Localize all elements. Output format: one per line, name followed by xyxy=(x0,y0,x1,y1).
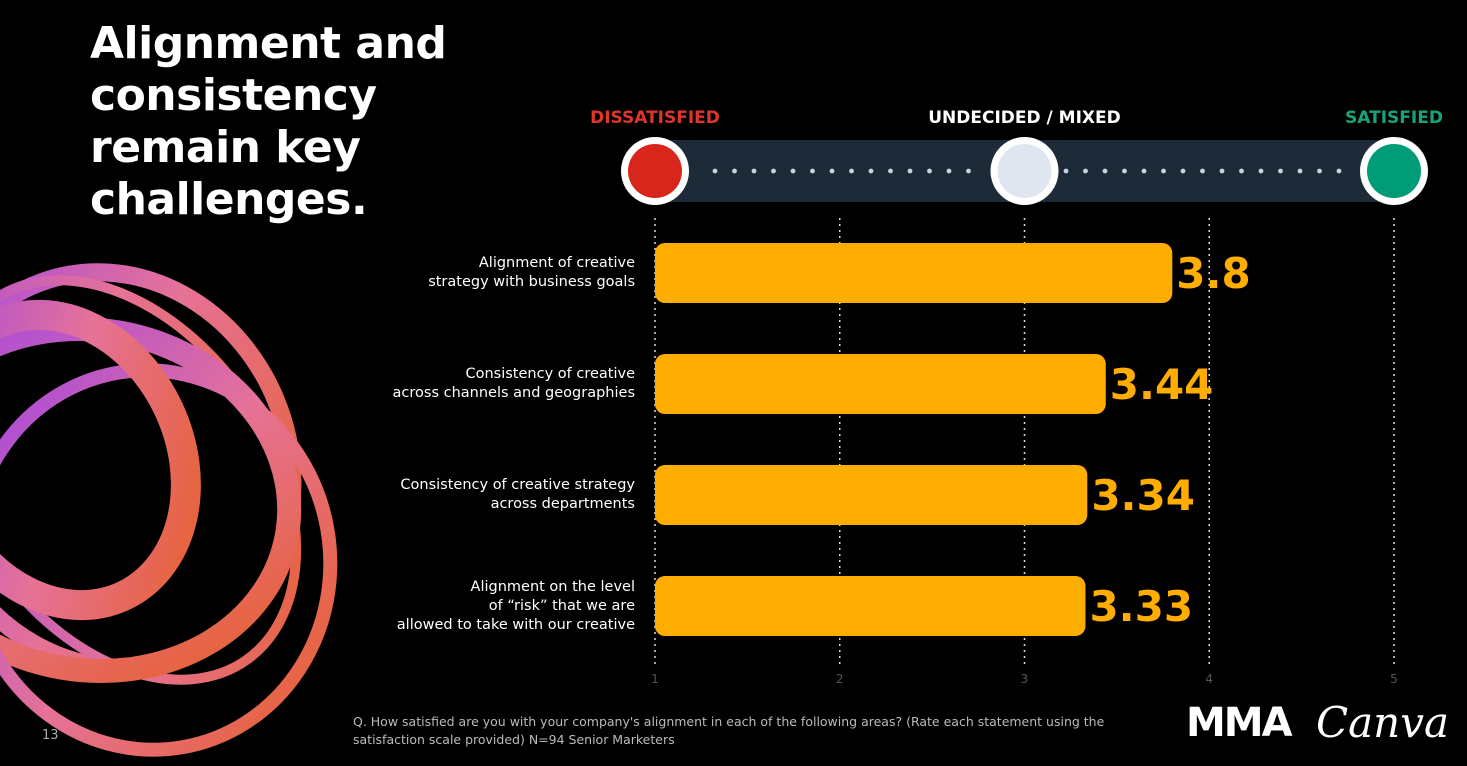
scale-label: SATISFIED xyxy=(1345,108,1443,128)
bar xyxy=(655,354,1106,414)
slide-title: Alignment and consistency remain key cha… xyxy=(90,18,447,225)
track-dot xyxy=(790,168,796,174)
scale-dot xyxy=(1367,144,1421,198)
track-dot xyxy=(966,168,971,174)
track-dot xyxy=(829,168,835,174)
track-dot xyxy=(1180,168,1186,174)
track-dot xyxy=(1336,168,1342,174)
track-dot xyxy=(732,168,737,174)
track-dot xyxy=(1258,168,1264,174)
track-dot xyxy=(1239,168,1244,174)
scale-dot xyxy=(628,144,682,198)
track-dot xyxy=(849,168,854,174)
x-tick-label: 2 xyxy=(836,672,844,686)
category-label: Alignment on the level of “risk” that we… xyxy=(396,578,635,633)
track-dot xyxy=(1297,168,1303,174)
x-tick-label: 1 xyxy=(651,672,659,686)
page-number: 13 xyxy=(42,728,59,743)
value-label: 3.33 xyxy=(1089,582,1193,631)
bar xyxy=(655,465,1088,525)
category-label: Consistency of creative across channels … xyxy=(392,366,635,401)
track-dot xyxy=(1278,168,1283,174)
category-label: Consistency of creative strategy across … xyxy=(400,477,635,512)
x-tick-label: 3 xyxy=(1021,672,1029,686)
track-dot xyxy=(1063,168,1069,174)
track-dot xyxy=(888,168,893,174)
track-dot xyxy=(907,168,913,174)
scale-dot xyxy=(997,144,1052,198)
track-dot xyxy=(771,168,776,174)
track-dot xyxy=(1122,168,1127,174)
value-label: 3.8 xyxy=(1176,249,1250,298)
track-dot xyxy=(1141,168,1147,174)
track-dot xyxy=(751,168,757,174)
track-dot xyxy=(946,168,952,174)
bar xyxy=(655,243,1173,303)
scale-label: DISSATISFIED xyxy=(590,108,720,128)
track-dot xyxy=(1102,168,1108,174)
scale-label: UNDECIDED / MIXED xyxy=(928,108,1121,128)
track-dot xyxy=(712,168,718,174)
track-dot xyxy=(810,168,815,174)
value-label: 3.34 xyxy=(1091,471,1195,520)
logo: MMA xyxy=(1186,700,1293,746)
value-label: 3.44 xyxy=(1110,360,1214,409)
category-label: Alignment of creative strategy with busi… xyxy=(428,255,635,290)
x-tick-label: 5 xyxy=(1390,672,1398,686)
x-tick-label: 4 xyxy=(1205,672,1213,686)
track-dot xyxy=(1219,168,1225,174)
track-dot xyxy=(1200,168,1205,174)
footnote: Q. How satisfied are you with your compa… xyxy=(353,714,1105,747)
track-dot xyxy=(1161,168,1166,174)
bar xyxy=(655,576,1086,636)
decorative-swirl xyxy=(0,263,338,757)
track-dot xyxy=(1083,168,1088,174)
track-dot xyxy=(927,168,932,174)
track-dot xyxy=(868,168,874,174)
track-dot xyxy=(1317,168,1322,174)
logo: Canva xyxy=(1316,698,1449,747)
